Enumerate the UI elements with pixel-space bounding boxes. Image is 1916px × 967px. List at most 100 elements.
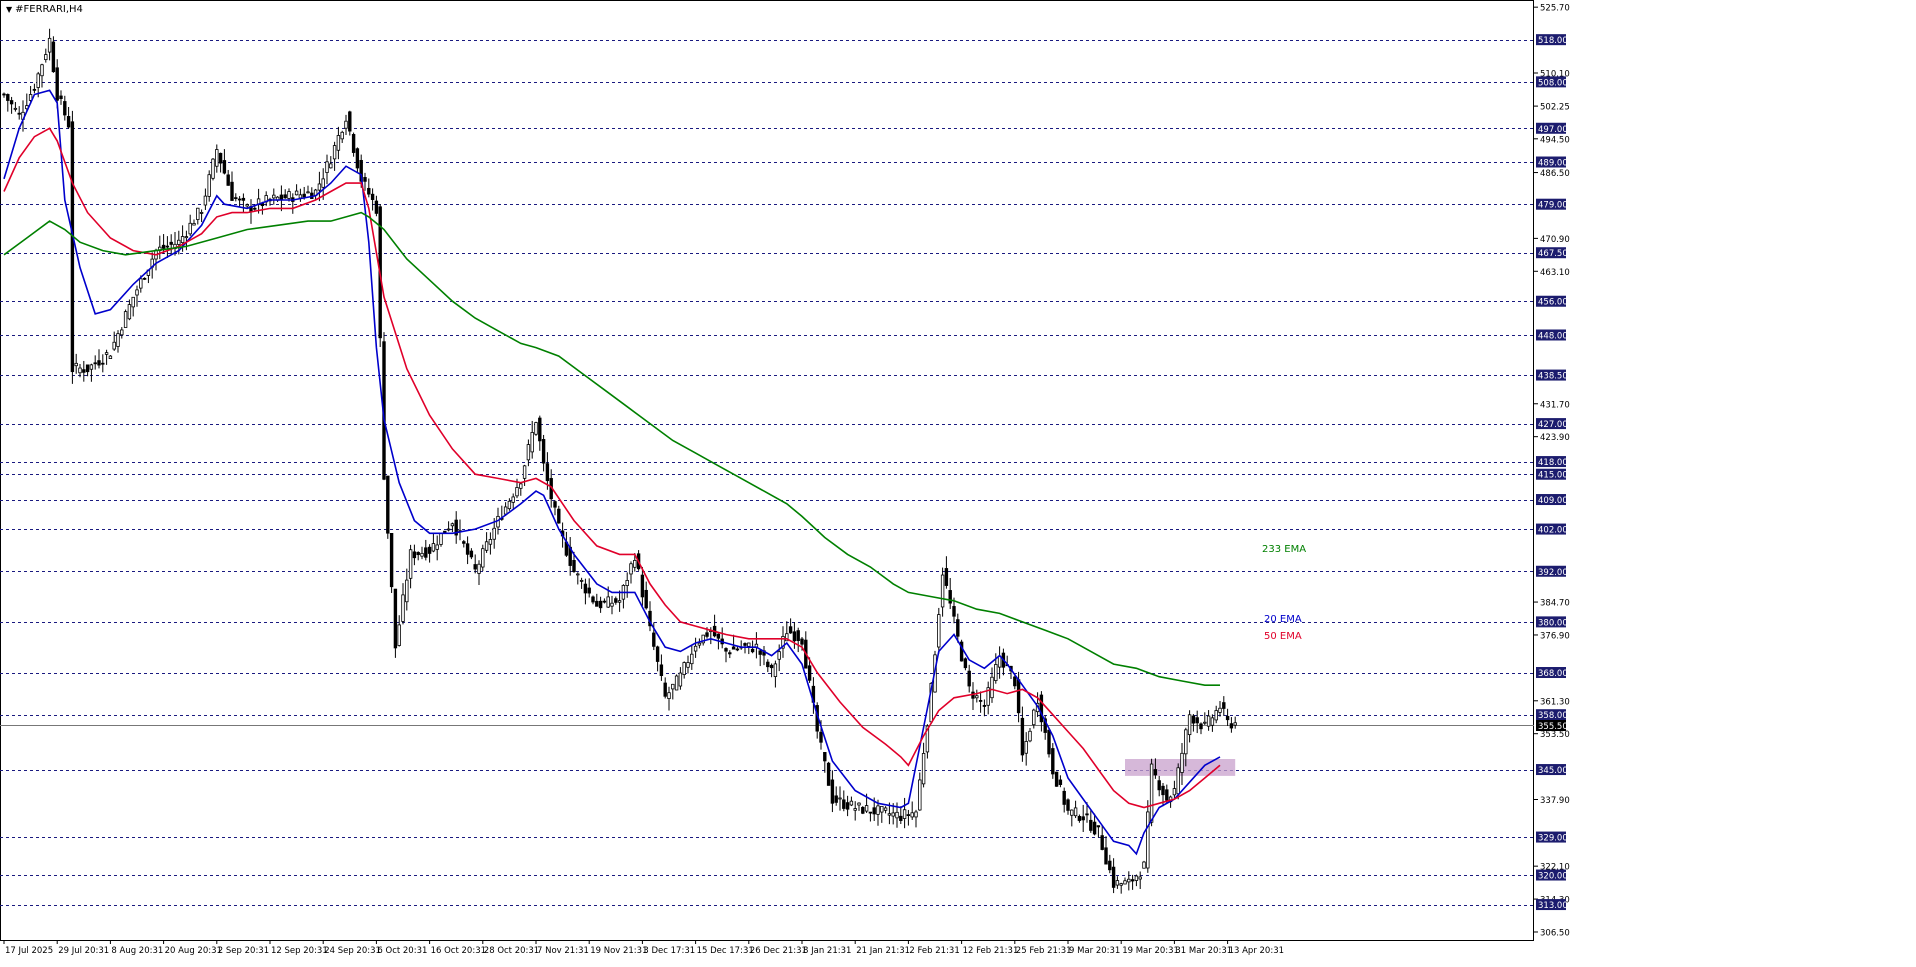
candle-body bbox=[127, 304, 132, 320]
candle-body bbox=[526, 444, 531, 461]
dropdown-triangle-icon[interactable]: ▼ bbox=[6, 5, 13, 14]
level-badge-label: 358.00 bbox=[1538, 711, 1568, 721]
time-tick-label: 25 Feb 21:31 bbox=[1016, 946, 1072, 956]
candle-body bbox=[864, 805, 869, 812]
candle-body bbox=[899, 815, 903, 821]
level-badge bbox=[1536, 198, 1566, 210]
series-annotation: 20 EMA bbox=[1264, 614, 1302, 625]
candle-body bbox=[576, 573, 580, 576]
candle-body bbox=[484, 541, 489, 551]
candle-body bbox=[724, 648, 728, 652]
candle-body bbox=[1089, 819, 1093, 831]
candle-body bbox=[667, 692, 671, 699]
candle-body bbox=[758, 650, 762, 655]
candle-body bbox=[374, 200, 379, 214]
candle-body bbox=[161, 244, 166, 249]
candle-body bbox=[340, 131, 344, 140]
level-badge-label: 479.00 bbox=[1538, 201, 1568, 211]
candle-body bbox=[1081, 816, 1085, 821]
candle-body bbox=[826, 762, 831, 786]
candle-body bbox=[743, 643, 747, 646]
candle-body bbox=[439, 533, 443, 545]
candle-body bbox=[1210, 717, 1215, 726]
candle-body bbox=[1142, 861, 1146, 869]
candle-body bbox=[842, 799, 846, 809]
candle-body bbox=[169, 241, 173, 245]
price-tick-label: 431.70 bbox=[1540, 400, 1570, 410]
candle-body bbox=[51, 41, 56, 73]
candle-body bbox=[849, 800, 854, 806]
candle-body bbox=[317, 183, 322, 191]
candle-body bbox=[112, 341, 116, 350]
level-badge bbox=[1536, 831, 1566, 843]
candle-body bbox=[655, 646, 660, 662]
candle-body bbox=[872, 807, 876, 815]
candle-body bbox=[895, 811, 899, 819]
candle-body bbox=[1020, 717, 1025, 756]
candle-body bbox=[462, 541, 466, 544]
current-price-label: 355.50 bbox=[1538, 722, 1568, 732]
candle-body bbox=[424, 547, 428, 558]
candle-body bbox=[1092, 821, 1097, 835]
candle-body bbox=[735, 648, 740, 651]
candle-body bbox=[534, 422, 538, 435]
level-badge bbox=[1536, 34, 1566, 46]
candle-body bbox=[283, 194, 287, 199]
candle-body bbox=[405, 579, 409, 603]
candle-body bbox=[207, 174, 211, 197]
candle-body bbox=[1153, 769, 1158, 776]
candle-body bbox=[351, 134, 356, 153]
price-tick-label: 423.90 bbox=[1540, 433, 1570, 443]
candle-body bbox=[253, 207, 257, 210]
candle-body bbox=[412, 551, 417, 559]
candle-body bbox=[36, 73, 40, 88]
candle-body bbox=[598, 600, 603, 609]
candle-body bbox=[63, 101, 67, 116]
candle-body bbox=[978, 700, 983, 702]
candle-body bbox=[488, 539, 493, 545]
candle-body bbox=[602, 600, 607, 603]
candle-body bbox=[431, 543, 436, 552]
candle-body bbox=[1184, 729, 1188, 755]
candle-body bbox=[693, 645, 698, 652]
candle-body bbox=[93, 362, 97, 365]
level-badge-label: 380.00 bbox=[1538, 618, 1568, 628]
price-tick-label: 337.90 bbox=[1540, 796, 1570, 806]
candle-body bbox=[1134, 875, 1139, 881]
level-badge bbox=[1536, 76, 1566, 88]
candle-body bbox=[230, 181, 234, 201]
chart-title: ▼ #FERRARI,H4 bbox=[6, 4, 83, 15]
level-badge bbox=[1536, 616, 1566, 628]
level-badge bbox=[1536, 565, 1566, 577]
candle-body bbox=[861, 806, 865, 814]
candle-body bbox=[906, 814, 911, 816]
candle-body bbox=[530, 432, 534, 453]
candle-body bbox=[819, 731, 823, 743]
candle-body bbox=[967, 670, 971, 687]
time-tick-label: 26 Dec 21:31 bbox=[750, 946, 807, 956]
level-badge-label: 467.50 bbox=[1538, 249, 1568, 259]
candle-body bbox=[674, 675, 679, 691]
price-tick-label: 384.70 bbox=[1540, 599, 1570, 609]
time-tick-label: 15 Dec 17:31 bbox=[697, 946, 754, 956]
time-tick-label: 12 Feb 21:31 bbox=[963, 946, 1019, 956]
price-tick-label: 353.50 bbox=[1540, 730, 1570, 740]
candle-body bbox=[1013, 676, 1017, 687]
time-tick-label: 16 Oct 20:31 bbox=[431, 946, 486, 956]
level-badge bbox=[1536, 156, 1566, 168]
time-tick-label: 6 Oct 20:31 bbox=[377, 946, 427, 956]
candle-body bbox=[640, 574, 645, 598]
price-tick-label: 510.10 bbox=[1540, 69, 1570, 79]
time-tick-label: 24 Sep 20:31 bbox=[324, 946, 381, 956]
candle-body bbox=[1032, 709, 1036, 726]
candle-body bbox=[344, 120, 348, 129]
candle-body bbox=[234, 197, 238, 200]
candle-body bbox=[47, 37, 52, 53]
candle-body bbox=[511, 496, 515, 503]
candle-body bbox=[1051, 748, 1055, 775]
candle-body bbox=[70, 121, 75, 373]
candle-body bbox=[553, 501, 557, 508]
candle-body bbox=[1161, 785, 1165, 796]
